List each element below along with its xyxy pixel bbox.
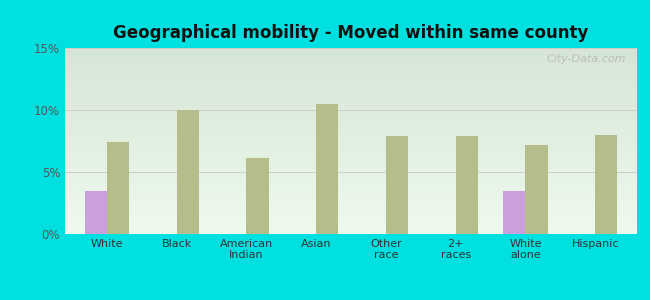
Text: City-Data.com: City-Data.com <box>546 54 625 64</box>
Bar <box>595 135 617 234</box>
Bar <box>177 110 199 234</box>
Bar <box>386 136 408 234</box>
Bar <box>525 145 548 234</box>
Legend: Langley, WA, Washington: Langley, WA, Washington <box>239 296 463 300</box>
Bar <box>107 142 129 234</box>
Bar <box>503 190 525 234</box>
Bar <box>456 136 478 234</box>
Bar <box>316 104 339 234</box>
Bar <box>84 190 107 234</box>
Title: Geographical mobility - Moved within same county: Geographical mobility - Moved within sam… <box>113 24 589 42</box>
Bar <box>246 158 268 234</box>
